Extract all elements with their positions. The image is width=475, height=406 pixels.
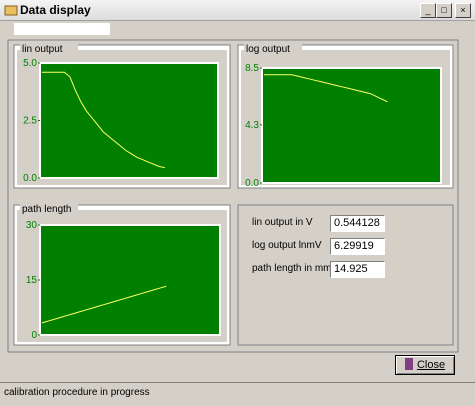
plot-area [39,224,221,336]
window-title: Data display [20,3,91,17]
field-value[interactable]: 0.544128 [330,215,385,232]
field-label: log output lnmV [252,240,322,251]
title-bg [244,43,302,54]
minimize-button[interactable]: _ [420,3,436,18]
chart-title: lin output [22,44,63,55]
group-frame [7,39,459,353]
y-tick-label: 2.5 [23,116,37,127]
title-bar: Data display _ □ × [0,0,475,21]
close-label: Close [416,359,446,371]
maximize-button[interactable]: □ [436,3,452,18]
app-icon [4,5,18,16]
title-bg [20,43,78,54]
y-tick-label: 0.0 [23,173,37,184]
data-line [264,74,388,103]
field-value[interactable]: 6.29919 [330,238,385,255]
y-tick-label: 5.0 [23,58,37,69]
status-text: calibration procedure in progress [4,387,150,398]
field-label: lin output in V [252,217,313,228]
status-bar: calibration procedure in progress [0,382,475,406]
plot-area [39,62,219,179]
text-box[interactable] [14,23,110,35]
plot-area [261,67,442,184]
y-tick-label: 0.0 [245,178,259,189]
y-tick-label: 8.5 [245,63,259,74]
close-button[interactable]: Close [395,355,455,375]
info-frame [237,204,454,346]
y-tick-label: 30 [26,220,38,231]
charts: lin output 0.0 2.5 5.0 log output 0.0 4.3 8.5 pa… [7,39,459,353]
title-bg [20,203,78,214]
data-line [41,285,167,324]
chart-title: log output [246,44,290,55]
y-tick-label: 4.3 [245,120,259,131]
close-window-button[interactable]: × [455,3,471,18]
chart-title: path length [22,204,72,215]
field-value[interactable]: 14.925 [330,261,385,278]
y-tick-label: 0 [31,330,37,341]
y-tick-label: 15 [26,275,38,286]
field-label: path length in mm [252,263,332,274]
data-line [42,71,165,169]
